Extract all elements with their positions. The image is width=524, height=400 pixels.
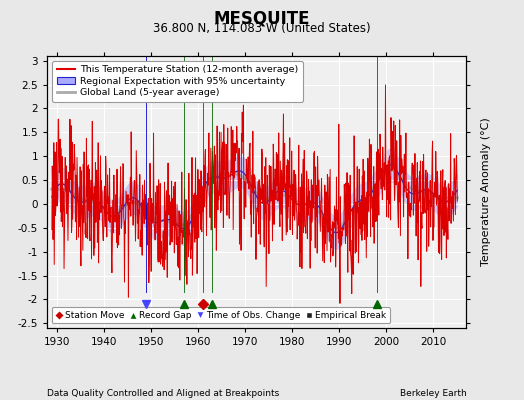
Text: MESQUITE: MESQUITE	[214, 10, 310, 28]
Legend: Station Move, Record Gap, Time of Obs. Change, Empirical Break: Station Move, Record Gap, Time of Obs. C…	[52, 307, 390, 324]
Text: Berkeley Earth: Berkeley Earth	[400, 389, 466, 398]
Y-axis label: Temperature Anomaly (°C): Temperature Anomaly (°C)	[481, 118, 491, 266]
Text: 36.800 N, 114.083 W (United States): 36.800 N, 114.083 W (United States)	[153, 22, 371, 35]
Text: Data Quality Controlled and Aligned at Breakpoints: Data Quality Controlled and Aligned at B…	[47, 389, 279, 398]
